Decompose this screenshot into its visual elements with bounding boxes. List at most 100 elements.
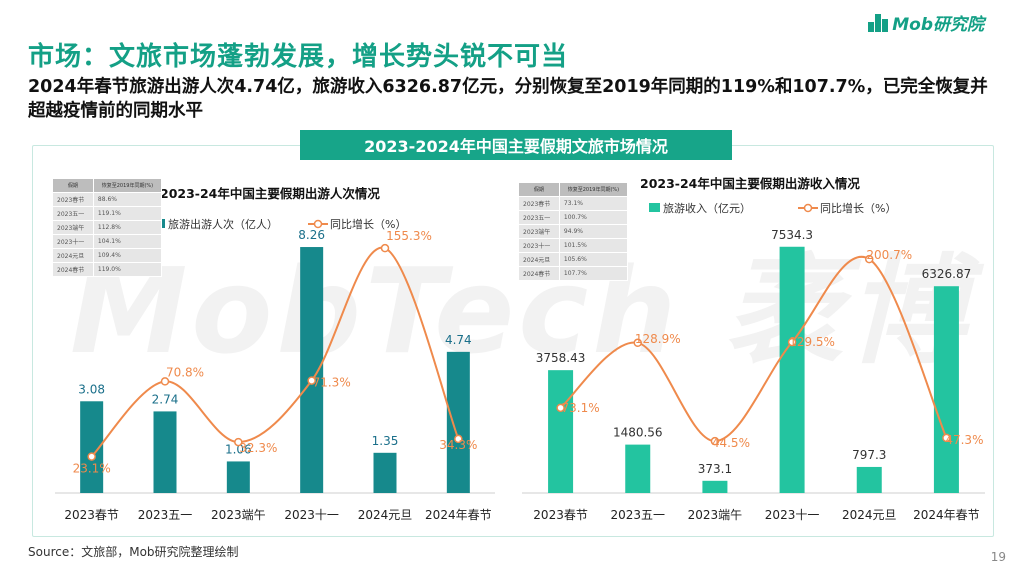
table-header-cell: 恢复至2019年同期(%) xyxy=(92,178,163,193)
legend-line-marker xyxy=(803,203,813,213)
growth-point xyxy=(865,254,874,264)
bar xyxy=(779,246,805,493)
bar xyxy=(300,247,324,493)
bar-value-label: 3758.43 xyxy=(536,351,586,365)
category-tick-label: 2023端午 xyxy=(688,508,743,522)
growth-value-label: 71.3% xyxy=(313,376,351,390)
table-cell: 2023十一 xyxy=(518,238,560,253)
growth-value-label: 73.1% xyxy=(562,401,600,415)
logo-text: Mob研究院 xyxy=(892,15,984,35)
table-cell: 88.6% xyxy=(92,192,163,207)
recovery-table-right: 假期 恢复至2019年同期(%) 2023春节 73.1% 2023五一 100.7% 20… xyxy=(518,182,629,281)
bar xyxy=(80,401,104,493)
legend-line-marker xyxy=(313,219,323,229)
bar-value-label: 1.06 xyxy=(225,442,252,456)
bar-value-label: 4.74 xyxy=(445,333,472,347)
category-tick-label: 2023端午 xyxy=(211,508,266,522)
growth-point xyxy=(942,433,951,443)
recovery-table-left: 假期 恢复至2019年同期(%) 2023春节 88.6% 2023五一 119.1% 20… xyxy=(52,178,163,277)
growth-value-label: 155.3% xyxy=(386,229,432,243)
table-cell: 94.9% xyxy=(558,224,629,239)
table-cell: 107.7% xyxy=(558,266,629,281)
legend-line-label: 同比增长（%） xyxy=(330,217,406,231)
table-cell: 2024元旦 xyxy=(52,248,94,263)
growth-value-label: 200.7% xyxy=(866,248,912,262)
table-header-cell: 恢复至2019年同期(%) xyxy=(558,182,629,197)
page-title: 市场：文旅市场蓬勃发展，增长势头锐不可当 xyxy=(28,42,569,72)
table-header-cell: 假期 xyxy=(52,178,94,193)
bar xyxy=(702,480,728,493)
table-cell: 2024元旦 xyxy=(518,252,560,267)
bar xyxy=(625,444,651,493)
table-row: 2023十一 104.1% xyxy=(52,234,163,249)
growth-point xyxy=(710,436,720,446)
bar xyxy=(856,466,882,493)
bar-value-label: 797.3 xyxy=(852,448,886,462)
bar xyxy=(153,411,177,493)
category-tick-label: 2024年春节 xyxy=(425,508,492,522)
growth-line xyxy=(559,255,948,443)
table-row: 2023五一 119.1% xyxy=(52,206,163,221)
growth-point xyxy=(633,338,642,348)
category-tick-label: 2023春节 xyxy=(533,508,588,522)
table-cell: 2023五一 xyxy=(518,210,560,225)
table-row: 2023春节 88.6% xyxy=(52,192,163,207)
table-cell: 2023春节 xyxy=(52,192,94,207)
category-tick-label: 2024元旦 xyxy=(358,508,413,522)
legend-bar-label: 旅游出游人次（亿人） xyxy=(168,217,278,231)
table-cell: 2023春节 xyxy=(518,196,560,211)
growth-point xyxy=(454,434,463,444)
category-tick-label: 2024元旦 xyxy=(842,508,897,522)
bar-value-label: 6326.87 xyxy=(922,267,972,281)
table-row: 2024元旦 109.4% xyxy=(52,248,163,263)
category-tick-label: 2023五一 xyxy=(138,508,193,522)
growth-value-label: 129.5% xyxy=(789,335,835,349)
growth-value-label: 34.3% xyxy=(439,438,477,452)
bar-value-label: 373.1 xyxy=(698,462,732,476)
growth-value-label: 70.8% xyxy=(166,365,204,379)
legend-bar-label: 旅游收入（亿元） xyxy=(663,201,751,215)
bar-value-label: 2.74 xyxy=(152,392,179,406)
watermark: MobTech 袤博 xyxy=(70,242,970,380)
section-banner: 2023-2024年中国主要假期文旅市场情况 xyxy=(300,130,732,160)
table-cell: 2024春节 xyxy=(52,262,94,277)
logo-icon xyxy=(868,13,889,32)
table-cell: 73.1% xyxy=(558,196,629,211)
bar xyxy=(446,351,470,493)
table-cell: 2024春节 xyxy=(518,266,560,281)
growth-line xyxy=(90,246,460,458)
table-cell: 112.8% xyxy=(92,220,163,235)
table-row: 2023五一 100.7% xyxy=(518,210,629,225)
bar-value-label: 1.35 xyxy=(372,434,399,448)
table-cell: 100.7% xyxy=(558,210,629,225)
growth-point xyxy=(787,337,797,347)
table-row: 2024春节 107.7% xyxy=(518,266,629,281)
chart-title: 2023-24年中国主要假期出游人次情况 xyxy=(160,186,380,201)
table-cell: 119.1% xyxy=(92,206,163,221)
table-row: 2024元旦 105.6% xyxy=(518,252,629,267)
table-row: 2023十一 101.5% xyxy=(518,238,629,253)
brand-logo: Mob研究院 xyxy=(868,10,984,35)
chart-title: 2023-24年中国主要假期出游收入情况 xyxy=(640,176,860,191)
legend-bar-swatch xyxy=(649,203,660,212)
bar xyxy=(373,452,397,493)
category-tick-label: 2023春节 xyxy=(64,508,119,522)
table-cell: 2023五一 xyxy=(52,206,94,221)
category-tick-label: 2023十一 xyxy=(765,508,820,522)
category-tick-label: 2023十一 xyxy=(284,508,339,522)
table-cell: 119.0% xyxy=(92,262,163,277)
bar-value-label: 7534.3 xyxy=(771,228,813,242)
growth-point xyxy=(160,377,170,386)
bar-value-label: 8.26 xyxy=(298,228,325,242)
growth-point xyxy=(87,452,96,461)
legend-line-label: 同比增长（%） xyxy=(820,201,896,215)
table-cell: 2023十一 xyxy=(52,234,94,249)
table-row: 2024春节 119.0% xyxy=(52,262,163,277)
page-number: 19 xyxy=(990,550,1006,564)
table-cell: 104.1% xyxy=(92,234,163,249)
table-row: 2023端午 94.9% xyxy=(518,224,629,239)
bar xyxy=(226,461,250,493)
bar-value-label: 3.08 xyxy=(78,382,105,396)
table-cell: 101.5% xyxy=(558,238,629,253)
